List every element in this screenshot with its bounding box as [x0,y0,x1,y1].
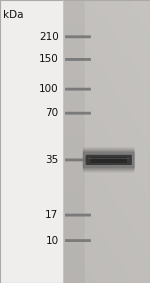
FancyBboxPatch shape [88,158,129,159]
Text: 17: 17 [45,210,58,220]
Text: 210: 210 [39,32,58,42]
Text: 150: 150 [39,54,58,65]
FancyBboxPatch shape [83,147,135,172]
Text: 70: 70 [45,108,58,118]
FancyBboxPatch shape [65,112,91,115]
Text: 100: 100 [39,84,58,94]
FancyBboxPatch shape [65,214,91,216]
Text: 10: 10 [45,235,58,246]
FancyBboxPatch shape [65,88,91,91]
Text: 35: 35 [45,155,58,165]
FancyBboxPatch shape [86,155,132,165]
FancyBboxPatch shape [65,239,91,242]
FancyBboxPatch shape [65,58,91,61]
FancyBboxPatch shape [83,149,135,170]
Bar [0,0,63,283]
FancyBboxPatch shape [90,157,127,163]
FancyBboxPatch shape [83,151,135,168]
FancyBboxPatch shape [65,158,91,161]
FancyBboxPatch shape [65,35,91,38]
Text: kDa: kDa [3,10,24,20]
